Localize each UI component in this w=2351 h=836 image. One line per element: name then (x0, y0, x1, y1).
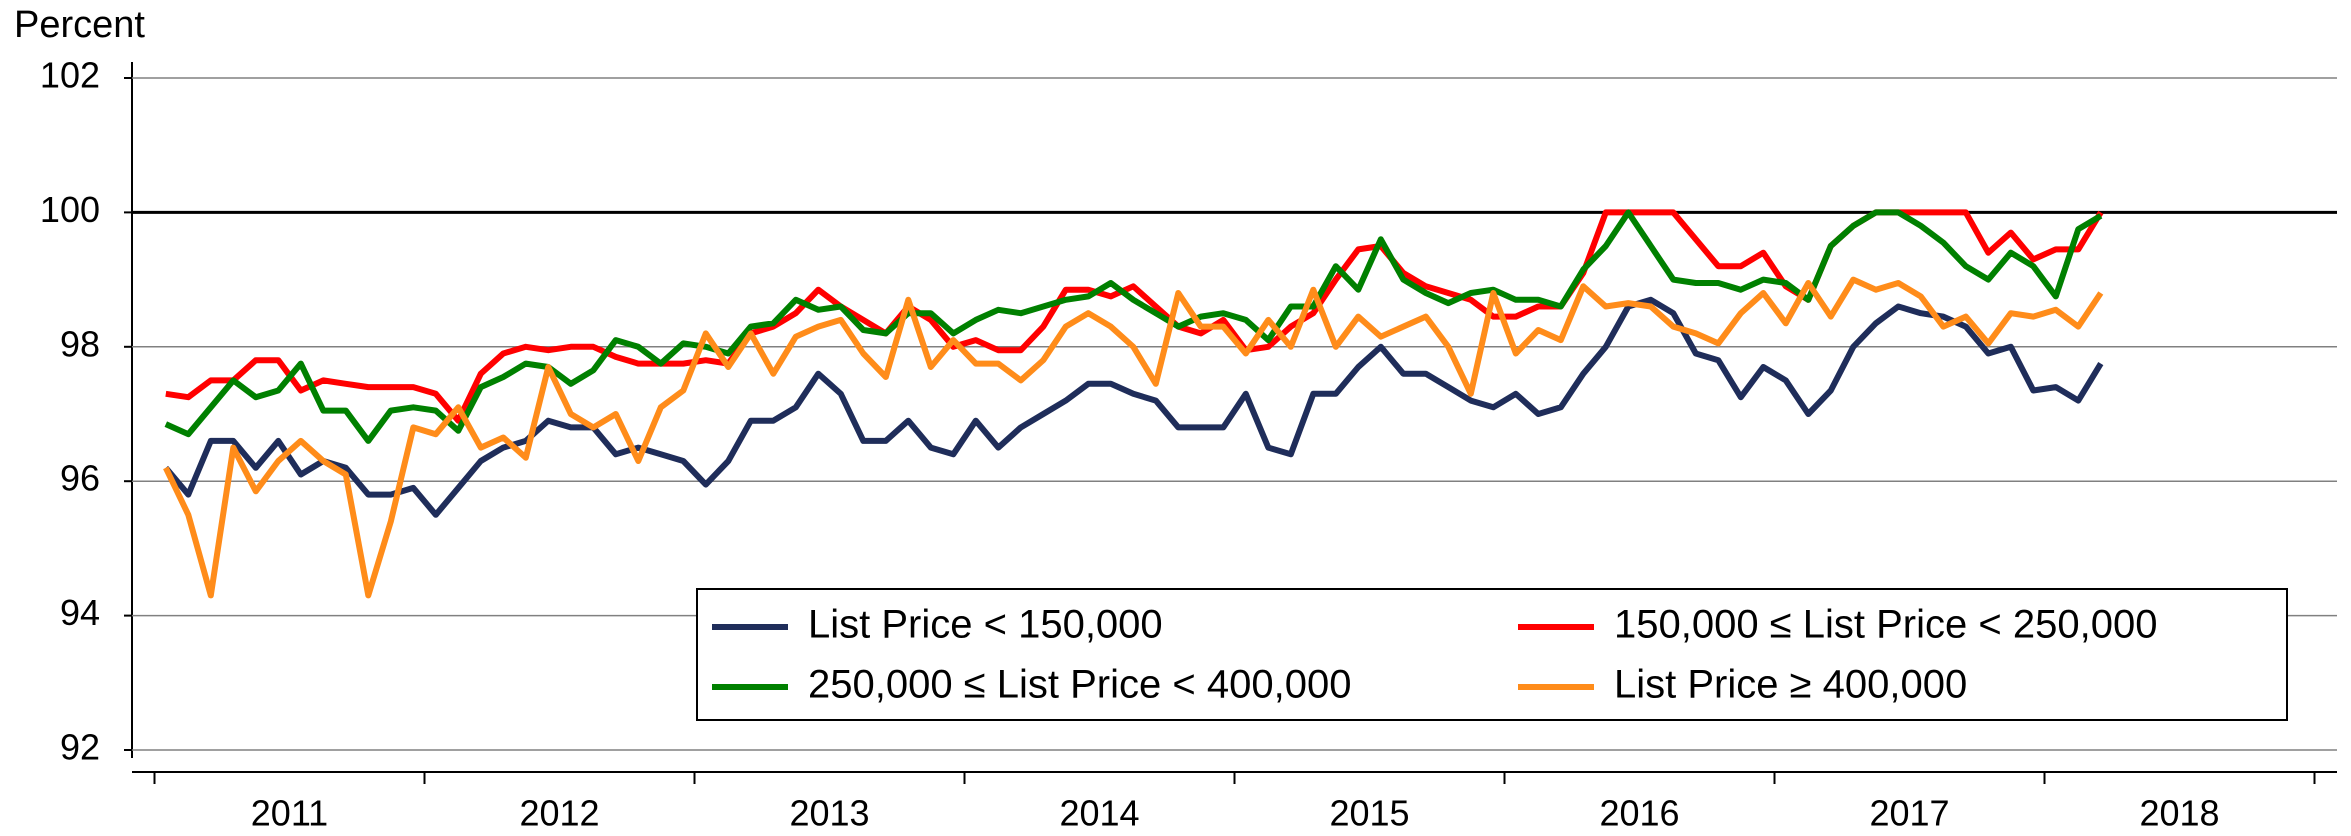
x-tick-label: 2017 (1869, 793, 1949, 834)
legend-label: List Price ≥ 400,000 (1614, 663, 1967, 707)
y-tick-label: 100 (40, 189, 100, 230)
legend-label: 150,000 ≤ List Price < 250,000 (1614, 603, 2157, 647)
x-tick-label: 2012 (519, 793, 599, 834)
y-tick-label: 98 (60, 323, 100, 364)
legend-label: List Price < 150,000 (808, 603, 1163, 647)
y-tick-label: 102 (40, 55, 100, 96)
x-tick-label: 2013 (789, 793, 869, 834)
x-tick-label: 2014 (1059, 793, 1139, 834)
y-tick-label: 94 (60, 592, 100, 633)
x-tick-label: 2011 (251, 793, 328, 834)
series-line (163, 296, 2104, 518)
y-tick-label: 92 (60, 727, 100, 768)
x-tick-label: 2016 (1599, 793, 1679, 834)
series-line (164, 209, 2103, 444)
series-line (165, 209, 2104, 424)
x-tick-label: 2015 (1329, 793, 1409, 834)
x-tick-label: 2018 (2139, 793, 2219, 834)
legend-box (696, 588, 2288, 721)
series-line (163, 276, 2104, 599)
legend-label: 250,000 ≤ List Price < 400,000 (808, 663, 1351, 707)
y-axis-label: Percent (14, 4, 145, 46)
y-tick-label: 96 (60, 458, 100, 499)
